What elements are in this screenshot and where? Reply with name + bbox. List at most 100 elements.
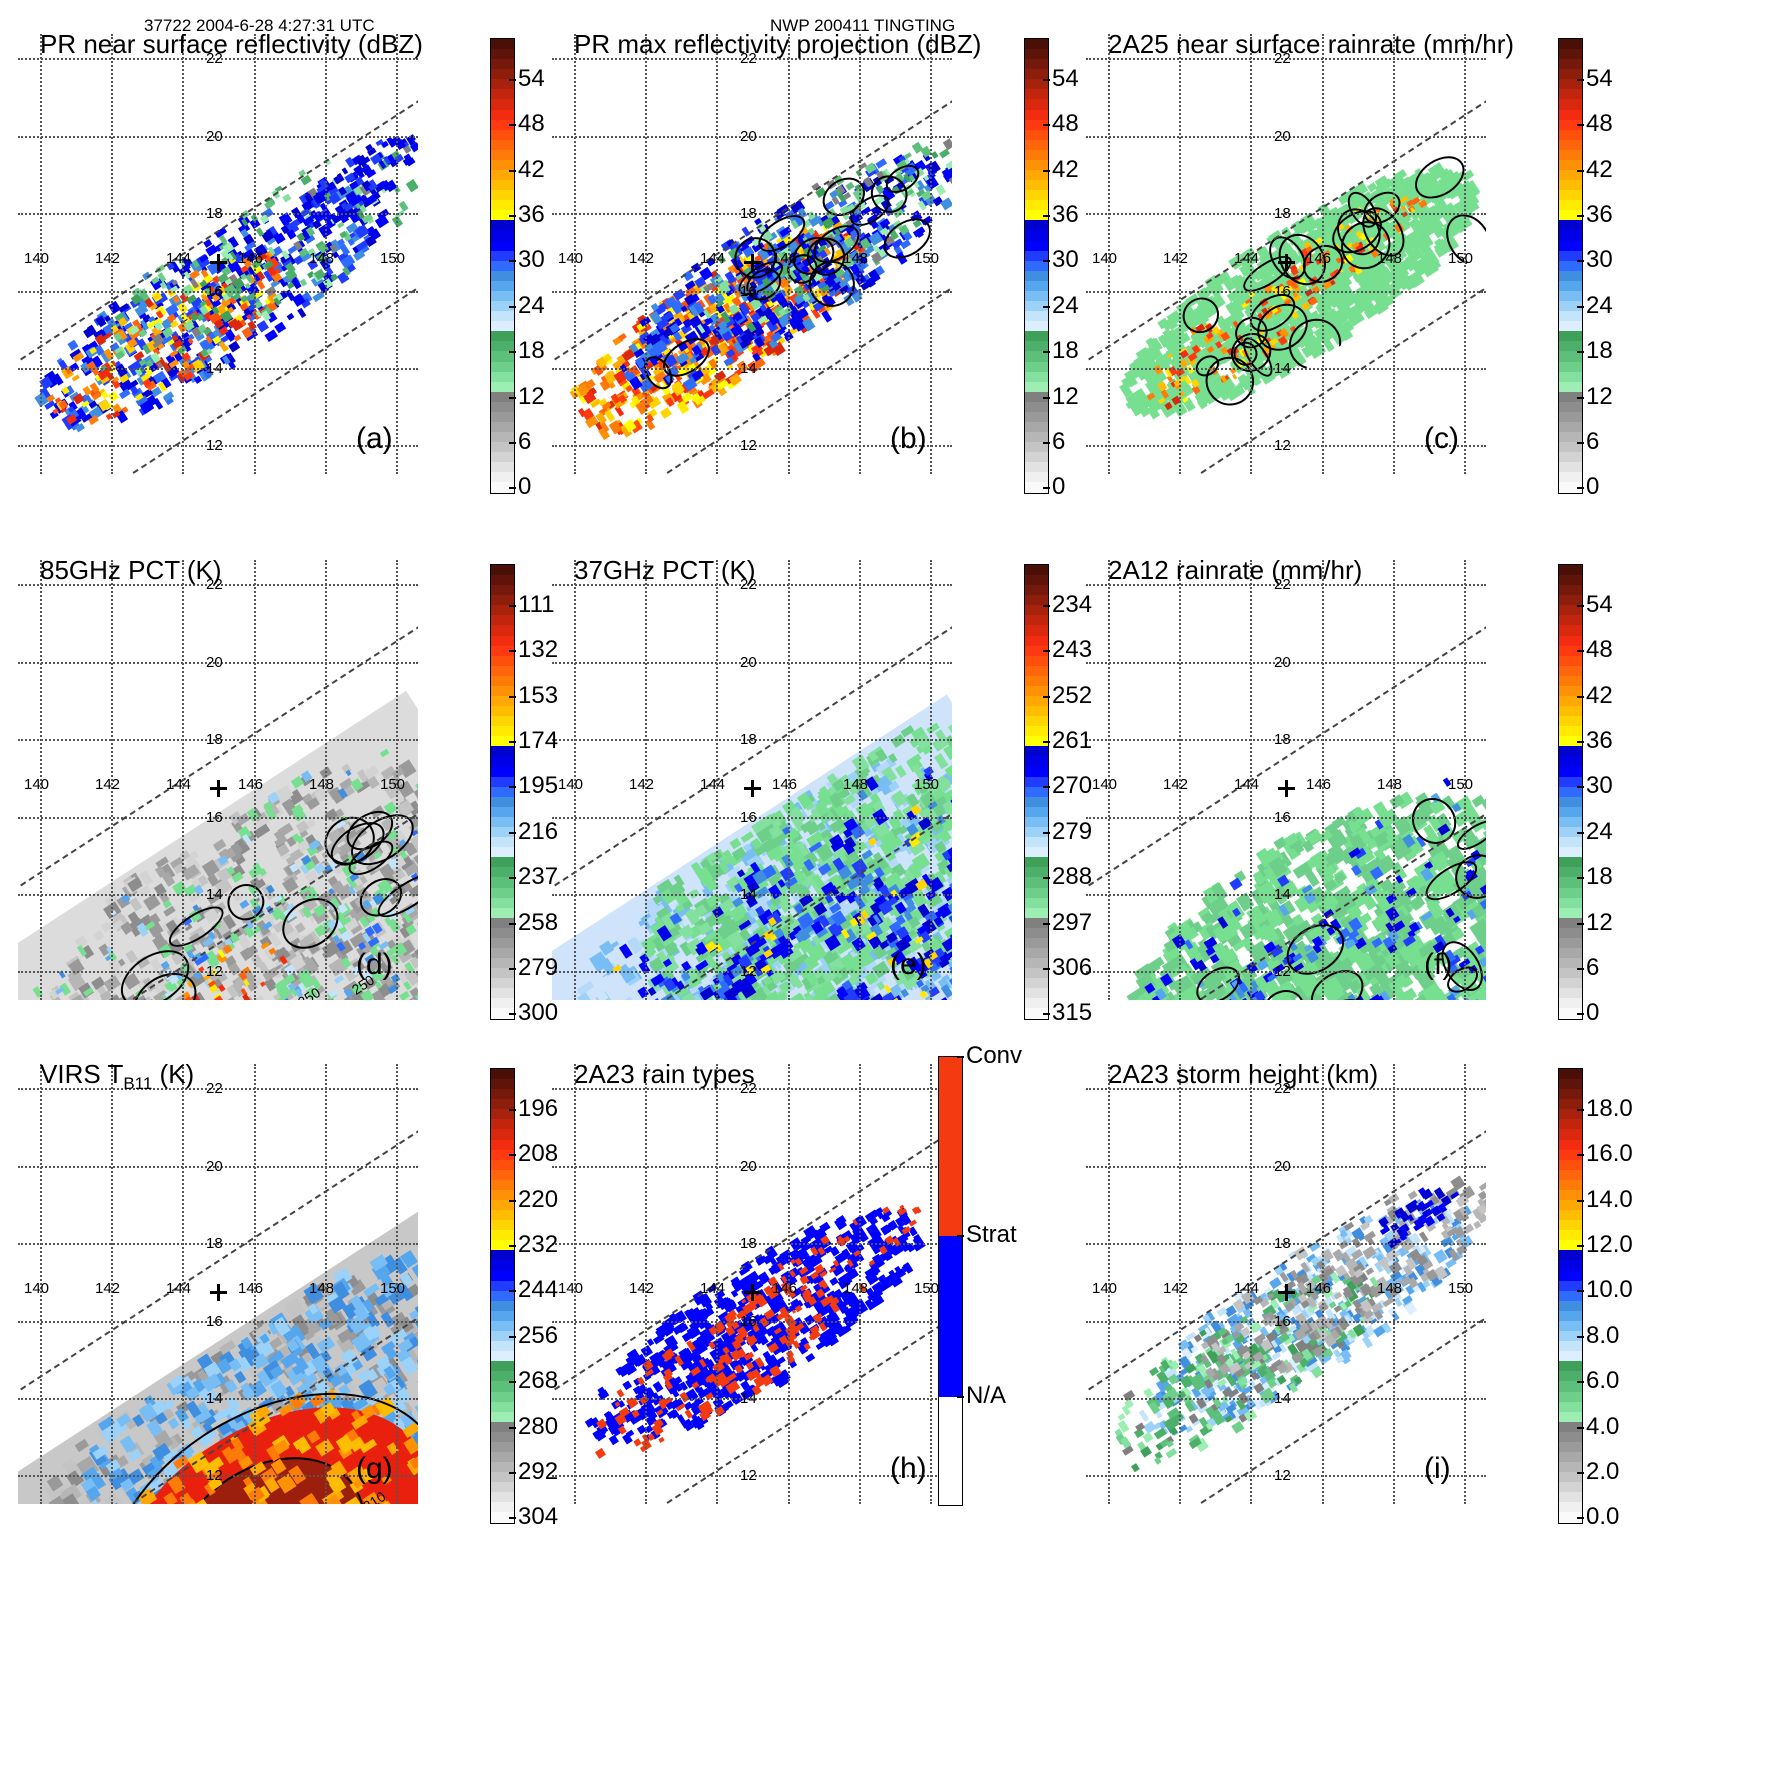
colorbar-segment bbox=[491, 79, 514, 90]
colorbar-segment bbox=[1025, 149, 1048, 160]
longitude-label: 140 bbox=[24, 776, 50, 793]
colorbar-segment bbox=[491, 968, 514, 979]
longitude-gridline bbox=[1464, 34, 1466, 474]
colorbar-segment bbox=[491, 565, 514, 576]
colorbar-tick-label: 6 bbox=[508, 428, 532, 456]
colorbar-segment bbox=[1559, 331, 1582, 342]
colorbar-segment bbox=[491, 159, 514, 171]
colorbar-tick-label: 54 bbox=[509, 64, 545, 92]
colorbar-segment bbox=[1559, 159, 1582, 171]
colorbar-tick-label: 18 bbox=[509, 337, 545, 365]
colorbar-segment bbox=[491, 927, 514, 938]
longitude-gridline bbox=[325, 34, 327, 474]
latitude-gridline bbox=[18, 971, 418, 973]
colorbar-tick-label: 42 bbox=[1577, 155, 1613, 183]
colorbar-segment bbox=[491, 796, 514, 807]
colorbar-segment bbox=[1559, 371, 1582, 382]
colorbar-tick-label: 30 bbox=[1577, 246, 1613, 274]
latitude-gridline bbox=[552, 368, 952, 370]
data-pixel bbox=[340, 166, 349, 175]
colorbar-segment bbox=[1025, 230, 1048, 241]
colorbar-segment bbox=[1025, 421, 1048, 433]
colorbar-segment bbox=[491, 301, 514, 312]
longitude-label: 146 bbox=[772, 250, 798, 267]
panel-label-b: (b) bbox=[890, 422, 927, 455]
longitude-label: 148 bbox=[309, 776, 335, 793]
longitude-label: 148 bbox=[1377, 250, 1403, 267]
colorbar-segment bbox=[491, 250, 514, 261]
colorbar-segment bbox=[1025, 109, 1048, 120]
colorbar-tick-label: 42 bbox=[1043, 155, 1079, 183]
colorbar-segment bbox=[1559, 49, 1582, 60]
colorbar-segment bbox=[1025, 351, 1048, 362]
colorbar-segment bbox=[1025, 139, 1048, 150]
latitude-gridline bbox=[18, 213, 418, 215]
colorbar-segment bbox=[491, 119, 514, 130]
colorbar-segment bbox=[1559, 149, 1582, 160]
colorbar-tick-label: 54 bbox=[1577, 64, 1613, 92]
longitude-gridline bbox=[182, 34, 184, 474]
colorbar-segment bbox=[491, 988, 514, 999]
colorbar-segment bbox=[491, 635, 514, 646]
colorbar-segment bbox=[1025, 462, 1048, 473]
colorbar-segment bbox=[491, 361, 514, 372]
colorbar-segment bbox=[1559, 472, 1582, 483]
colorbar-segment bbox=[1559, 190, 1582, 201]
colorbar-segment bbox=[1559, 250, 1582, 261]
colorbar-segment bbox=[1025, 89, 1048, 100]
longitude-label: 144 bbox=[166, 250, 192, 267]
latitude-gridline bbox=[18, 445, 418, 447]
colorbar-tick-label: 12 bbox=[1577, 382, 1613, 410]
colorbar-segment bbox=[491, 432, 514, 443]
colorbar-segment bbox=[1559, 79, 1582, 90]
colorbar-segment bbox=[491, 59, 514, 70]
longitude-gridline bbox=[40, 560, 42, 1000]
longitude-gridline bbox=[1179, 34, 1181, 474]
colorbar-segment bbox=[1025, 159, 1048, 171]
data-pixel bbox=[608, 381, 616, 389]
colorbar-tick-label: 6 bbox=[1042, 428, 1066, 456]
colorbar-segment bbox=[1025, 411, 1048, 422]
colorbar-tick-label: 279 bbox=[508, 954, 559, 982]
colorbar-segment bbox=[491, 837, 514, 848]
colorbar-segment bbox=[491, 897, 514, 908]
colorbar-segment bbox=[1025, 129, 1048, 140]
latitude-label: 16 bbox=[206, 809, 223, 826]
colorbar-segment bbox=[1559, 39, 1582, 50]
longitude-label: 150 bbox=[380, 776, 406, 793]
longitude-label: 146 bbox=[238, 250, 264, 267]
longitude-label: 148 bbox=[309, 250, 335, 267]
latitude-label: 12 bbox=[1274, 437, 1291, 454]
data-pixel bbox=[379, 747, 390, 757]
panel-title-d: 85GHz PCT (K) bbox=[40, 555, 222, 585]
colorbar-segment bbox=[1025, 99, 1048, 110]
colorbar-segment bbox=[1559, 301, 1582, 312]
colorbar-d bbox=[490, 564, 515, 1020]
longitude-gridline bbox=[396, 560, 398, 1000]
longitude-gridline bbox=[1250, 34, 1252, 474]
colorbar-segment bbox=[491, 675, 514, 686]
colorbar-segment bbox=[491, 99, 514, 110]
latitude-label: 18 bbox=[1274, 205, 1291, 222]
latitude-label: 22 bbox=[740, 50, 757, 67]
panel-label-d: (d) bbox=[356, 948, 393, 981]
colorbar-tick-label: 48 bbox=[1043, 110, 1079, 138]
colorbar-segment bbox=[1559, 482, 1582, 493]
data-pixel bbox=[334, 974, 344, 984]
colorbar-segment bbox=[1559, 99, 1582, 110]
latitude-label: 18 bbox=[206, 205, 223, 222]
colorbar-segment bbox=[491, 615, 514, 626]
colorbar-segment bbox=[491, 887, 514, 898]
colorbar-segment bbox=[491, 716, 514, 727]
longitude-gridline bbox=[111, 34, 113, 474]
latitude-label: 12 bbox=[740, 437, 757, 454]
data-pixel bbox=[100, 390, 109, 399]
colorbar-segment bbox=[491, 625, 514, 636]
colorbar-segment bbox=[491, 947, 514, 959]
colorbar-segment bbox=[491, 371, 514, 382]
colorbar-segment bbox=[491, 655, 514, 666]
colorbar-segment bbox=[1025, 240, 1048, 251]
colorbar-segment bbox=[491, 290, 514, 302]
colorbar-tick-label: 0 bbox=[1576, 473, 1600, 501]
longitude-gridline bbox=[645, 34, 647, 474]
